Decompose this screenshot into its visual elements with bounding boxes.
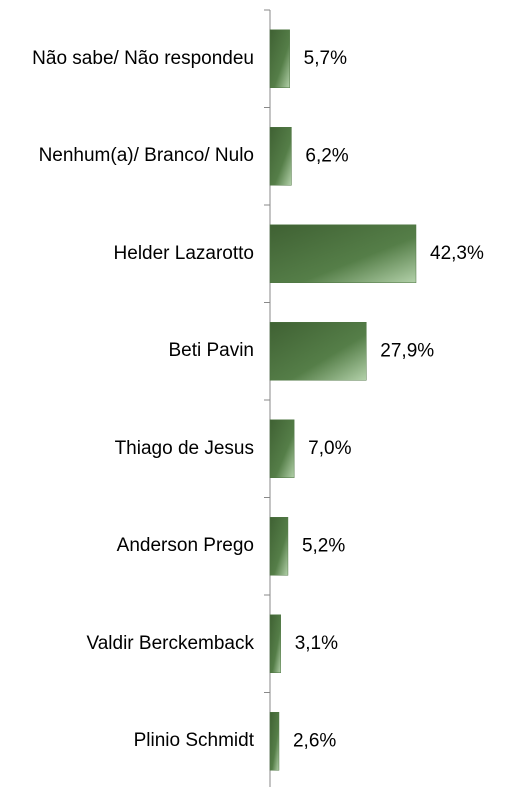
value-label: 5,7%: [304, 48, 347, 69]
bar: [269, 224, 417, 283]
category-label: Valdir Berckemback: [86, 632, 254, 654]
bar: [269, 517, 289, 576]
category-label: Plinio Schmidt: [133, 730, 254, 752]
bar: [269, 614, 281, 673]
value-label: 6,2%: [305, 145, 348, 166]
bar: [269, 127, 292, 186]
value-label: 7,0%: [308, 438, 351, 459]
category-label: Não sabe/ Não respondeu: [32, 47, 254, 69]
category-label: Helder Lazarotto: [113, 242, 254, 264]
category-label: Nenhum(a)/ Branco/ Nulo: [38, 145, 254, 167]
category-label: Beti Pavin: [168, 340, 254, 362]
value-label: 27,9%: [380, 340, 434, 361]
bar: [269, 29, 290, 88]
value-label: 2,6%: [293, 730, 336, 751]
value-label: 42,3%: [430, 243, 484, 264]
bar: [269, 419, 295, 478]
value-label: 5,2%: [302, 535, 345, 556]
category-label: Anderson Prego: [116, 535, 254, 557]
bar: [269, 322, 367, 381]
bar: [269, 712, 280, 771]
category-label: Thiago de Jesus: [114, 437, 254, 459]
value-label: 3,1%: [295, 633, 338, 654]
